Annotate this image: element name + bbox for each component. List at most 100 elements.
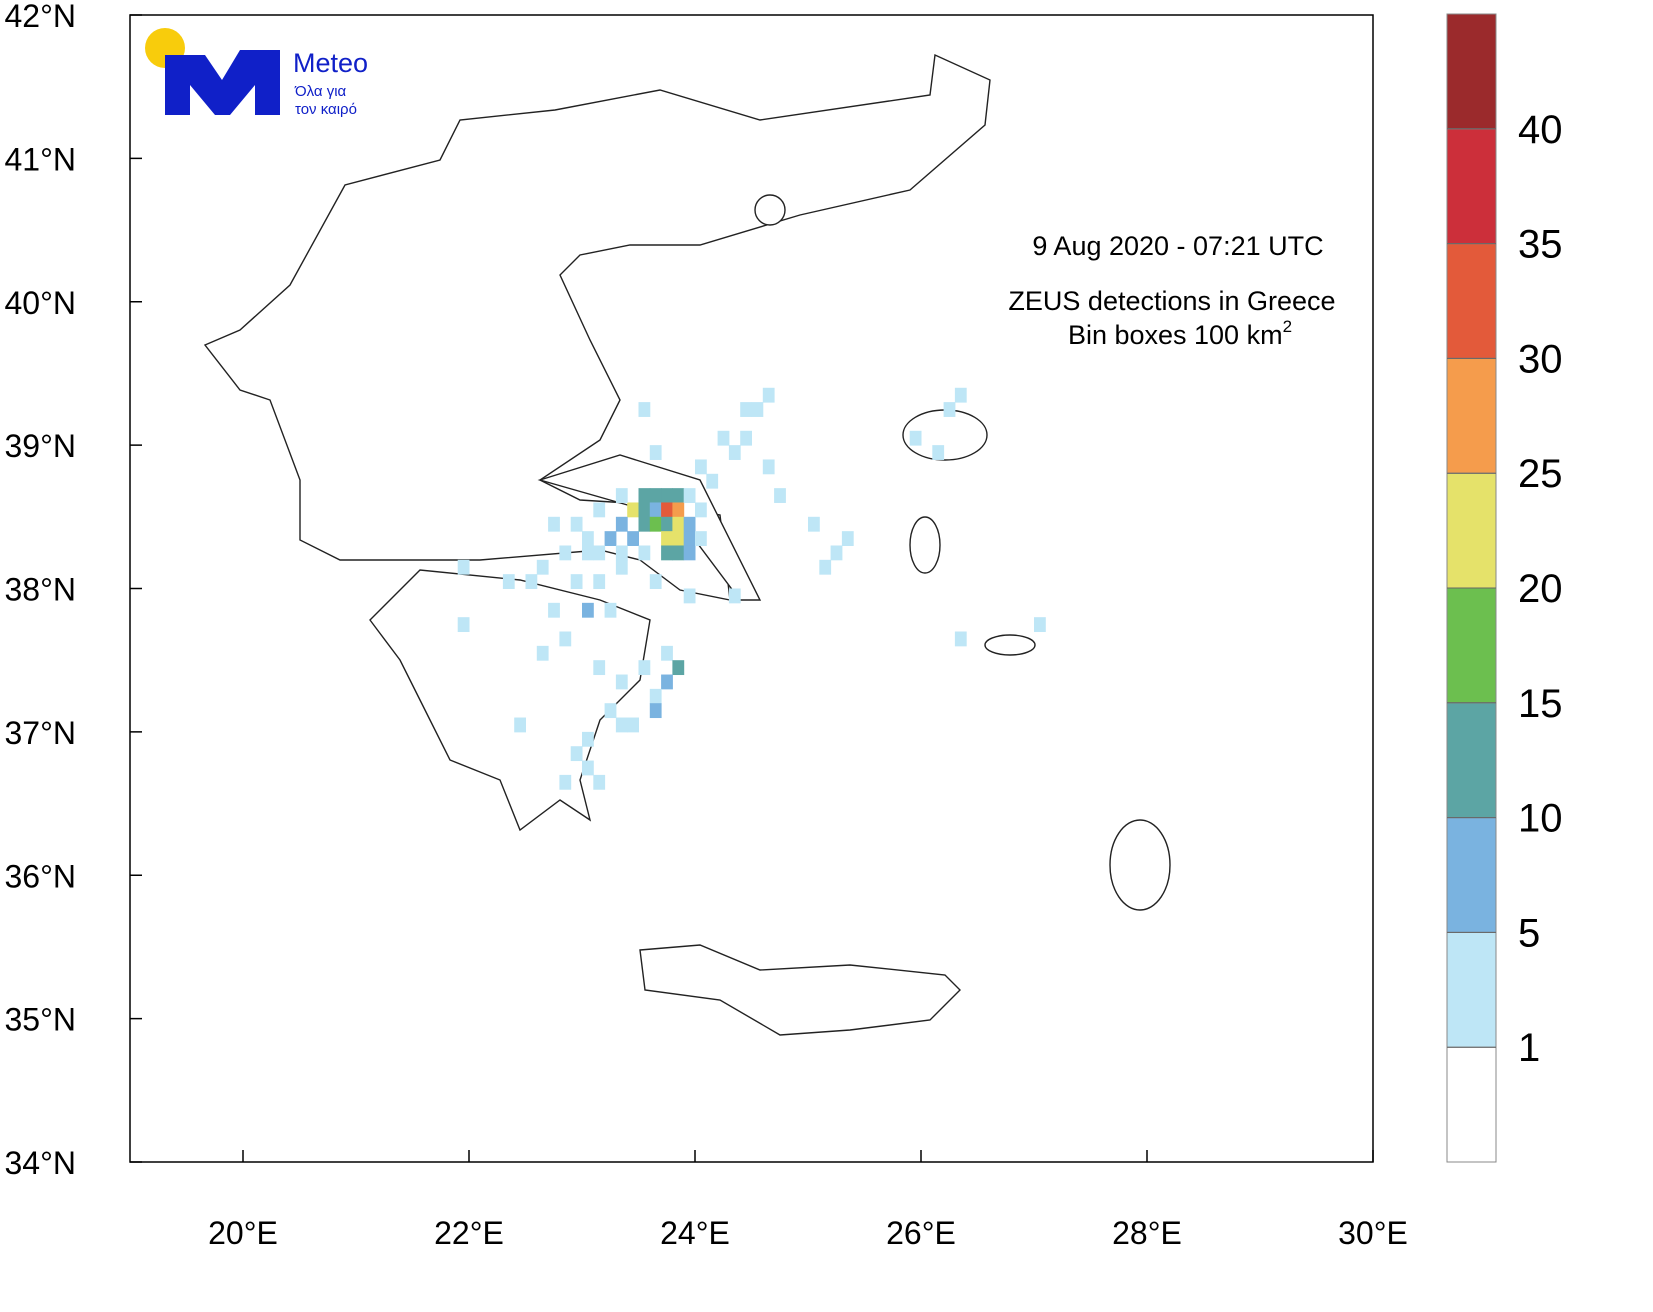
colorbar-segment: [1446, 357, 1497, 474]
detection-cell: [841, 531, 854, 546]
y-tick-label: 39°N: [5, 428, 77, 464]
detection-cell: [593, 574, 606, 589]
detection-cell: [683, 545, 696, 561]
detection-cell: [649, 574, 662, 589]
detection-cell: [683, 531, 696, 546]
detection-cell: [695, 459, 707, 475]
detection-cell: [627, 502, 639, 518]
detection-cell: [661, 674, 673, 690]
detection-cell: [525, 574, 538, 589]
detection-cell: [728, 445, 741, 460]
detection-cell: [1034, 617, 1046, 633]
detection-cell: [672, 660, 685, 676]
detection-cell: [559, 631, 572, 647]
detection-cell: [661, 502, 673, 518]
detection-cell: [502, 574, 515, 589]
colorbar-label: 35: [1518, 223, 1563, 267]
detection-cell: [536, 645, 549, 661]
detection-cell: [683, 516, 696, 532]
detection-cell: [536, 559, 549, 575]
detection-cell: [514, 717, 526, 733]
logo-tagline: Όλα για: [294, 83, 347, 100]
detection-cell: [593, 502, 606, 518]
colorbar-segment: [1446, 472, 1497, 589]
logo-brand: Meteo: [293, 48, 368, 78]
x-tick-label: 26°E: [886, 1215, 956, 1251]
x-tick-label: 20°E: [208, 1215, 278, 1251]
detection-cell: [661, 545, 673, 561]
detection-cell: [762, 387, 775, 403]
axes: 20°E 22°E 24°E 26°E 28°E 30°E 34°N 35°N 36°N 37°N…: [5, 0, 1408, 1251]
detection-cell: [661, 488, 673, 503]
detection-cell: [570, 574, 583, 589]
detection-cell: [695, 502, 707, 518]
detection-cell: [762, 459, 775, 475]
crete: [639, 944, 961, 1036]
logo-tagline: τον καιρό: [295, 101, 357, 118]
detection-cell: [548, 602, 560, 618]
detection-cell: [627, 717, 639, 733]
detection-cell: [661, 531, 673, 546]
detection-cell: [649, 488, 662, 503]
detection-cell: [649, 516, 662, 532]
x-tick-label: 22°E: [434, 1215, 504, 1251]
detection-cell: [649, 703, 662, 719]
detection-cell: [672, 545, 685, 561]
detection-cell: [582, 731, 594, 747]
detection-cell: [728, 588, 741, 604]
detection-cell: [638, 502, 651, 518]
detection-cell: [808, 516, 820, 532]
detection-cell: [661, 516, 673, 532]
detection-cell: [706, 473, 719, 489]
rhodes: [1109, 819, 1171, 911]
detection-cell: [695, 531, 707, 546]
y-tick-label: 40°N: [5, 285, 77, 321]
detection-cell: [649, 502, 662, 518]
detection-cell: [582, 602, 594, 618]
detection-cell: [683, 588, 696, 604]
detection-cell: [570, 516, 583, 532]
detection-cell: [954, 387, 967, 403]
detection-cell: [672, 502, 685, 518]
detection-cell: [830, 545, 843, 561]
detection-cells: [457, 387, 1046, 790]
detection-cell: [638, 545, 651, 561]
bin-text: Bin boxes 100 km: [1068, 320, 1283, 350]
colorbar-segment: [1446, 587, 1497, 704]
colorbar-label: 40: [1518, 108, 1563, 152]
detection-cell: [615, 717, 628, 733]
colorbar-segment: [1446, 243, 1497, 359]
chios: [909, 516, 941, 574]
detection-cell: [582, 531, 594, 546]
detection-cell: [604, 531, 617, 546]
colorbar-segment: [1446, 702, 1497, 819]
thasos: [754, 194, 786, 226]
y-tick-label: 35°N: [5, 1002, 77, 1038]
logo-mark: [165, 50, 280, 115]
detection-cell: [683, 488, 696, 503]
detection-cell: [649, 445, 662, 460]
colorbar-segment: [1446, 931, 1497, 1048]
x-tick-label: 24°E: [660, 1215, 730, 1251]
bin-power: 2: [1283, 317, 1292, 336]
y-tick-label: 37°N: [5, 715, 77, 751]
colorbar-label: 25: [1518, 452, 1563, 496]
detection-cell: [717, 430, 730, 446]
detection-cell: [740, 430, 752, 446]
detection-cell: [672, 488, 685, 503]
detection-cell: [638, 402, 651, 417]
mainland: [203, 53, 991, 601]
colorbar-label: 30: [1518, 337, 1563, 381]
detection-cell: [615, 545, 628, 561]
detection-cell: [559, 774, 572, 790]
detection-cell: [604, 602, 617, 618]
detection-cell: [774, 488, 786, 503]
detection-cell: [943, 402, 956, 417]
y-tick-label: 36°N: [5, 858, 77, 894]
detection-cell: [627, 531, 639, 546]
detection-cell: [819, 559, 832, 575]
detection-cell: [559, 545, 572, 561]
detection-cell: [582, 545, 594, 561]
detection-cell: [604, 703, 617, 719]
